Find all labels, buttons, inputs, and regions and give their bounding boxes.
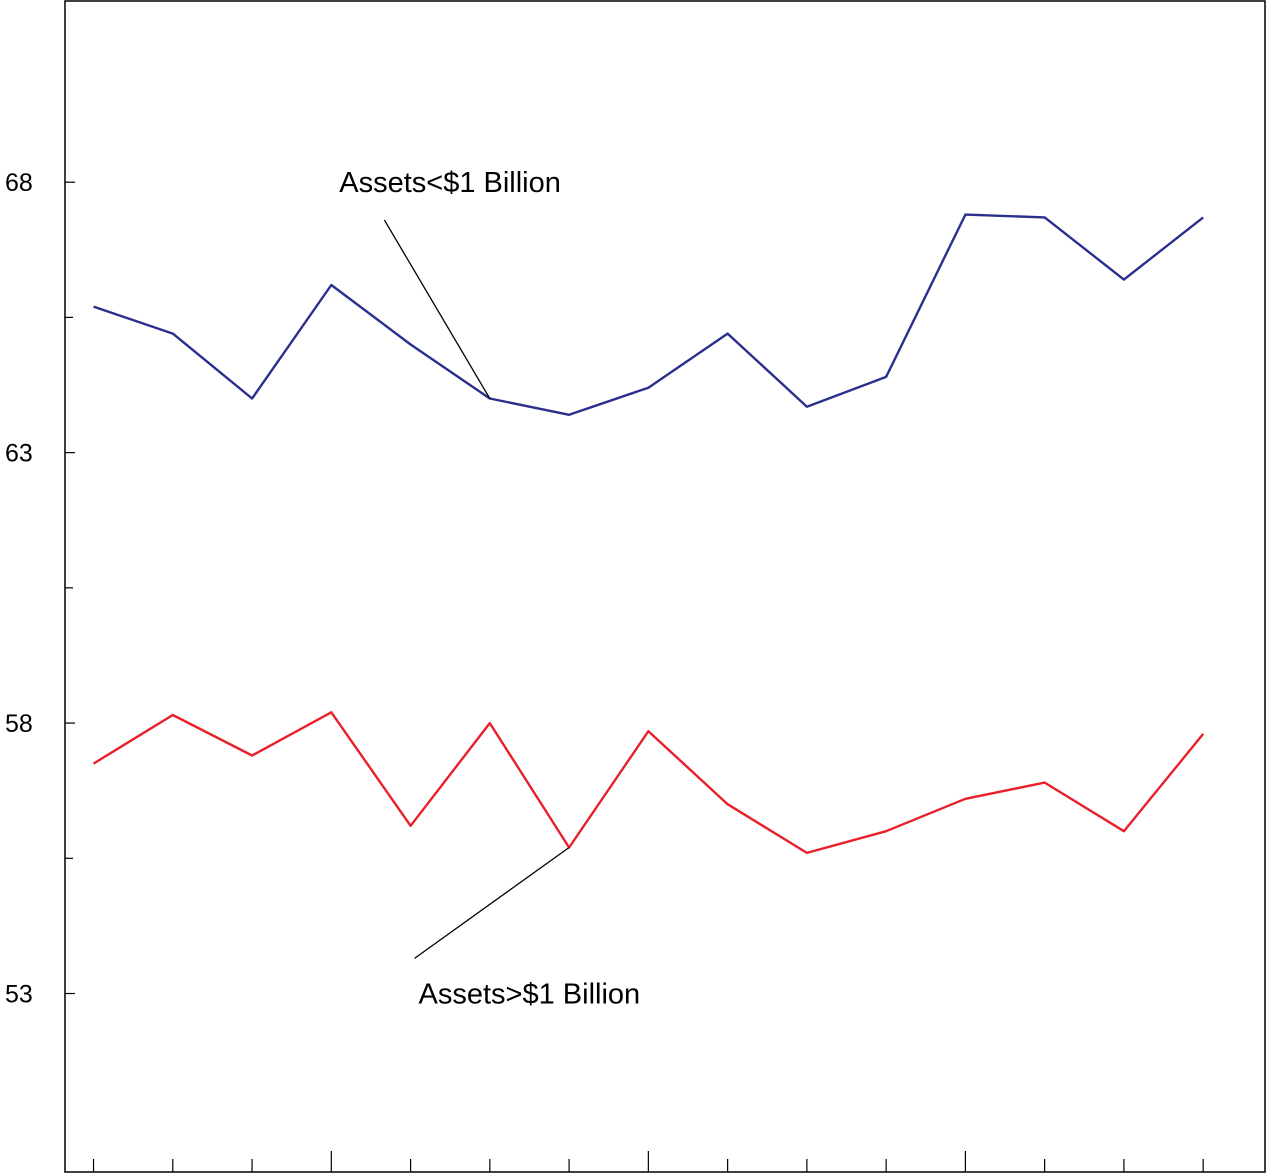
- series-line-1: [92, 711, 1205, 855]
- x-axis-ticks: [92, 1151, 1204, 1172]
- y-tick-label: 63: [5, 440, 33, 468]
- y-tick-label: 58: [5, 710, 33, 738]
- annotation-layer: Assets<$1 Billion Assets>$1 Billion: [339, 167, 640, 1010]
- annotation-label: Assets<$1 Billion: [339, 167, 561, 199]
- annotation-label: Assets>$1 Billion: [419, 979, 641, 1011]
- series-layer: [92, 213, 1205, 855]
- annotation-leader-line: [383, 219, 491, 399]
- plot-frame: [64, 0, 1266, 1173]
- annotation-leader-line: [414, 846, 570, 959]
- y-tick-label: 53: [5, 981, 33, 1009]
- y-axis-ticks: 53 58 63 68: [5, 169, 75, 1009]
- y-tick-label: 68: [5, 169, 33, 197]
- series-line-0: [93, 213, 1204, 416]
